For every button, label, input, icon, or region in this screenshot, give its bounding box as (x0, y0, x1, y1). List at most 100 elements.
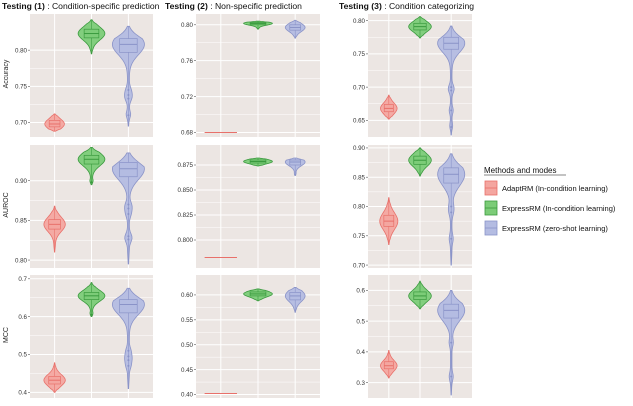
y-tick-label: 0.40 (181, 392, 194, 399)
y-tick-label: 0.4 (18, 390, 27, 397)
outlier-point (127, 97, 130, 100)
outlier-point (90, 313, 93, 316)
outlier-point (450, 86, 453, 89)
legend-entry-expressrm-zero-shot: ExpressRM (zero-shot learning) (484, 220, 608, 236)
y-tick-label: 0.4 (356, 349, 365, 356)
violin-expressrm-zero-shot (437, 153, 466, 266)
violin-expressrm-in-condition (243, 157, 273, 167)
violin-expressrm-in-condition (408, 280, 432, 310)
y-tick-label: 0.3 (356, 380, 365, 387)
outlier-point (127, 114, 130, 117)
box (443, 167, 460, 184)
column-title-2: Testing (2) : Non-specific prediction (165, 1, 302, 11)
y-tick-label: 0.70 (15, 120, 28, 127)
outlier-point (127, 235, 130, 238)
panel-r3-c1: 0.4 0.5 0.6 0.7 (18, 275, 153, 398)
panel-r1-c2: 0.68 0.72 0.76 0.80 (181, 14, 320, 137)
column-title-1: Testing (1) : Condition-specific predict… (2, 1, 160, 11)
y-tick-label: 0.72 (181, 94, 194, 101)
outlier-point (450, 375, 453, 378)
y-tick-label: 0.6 (18, 314, 27, 321)
y-tick-label: 0.7 (18, 276, 27, 283)
panel-r1-c3: 0.65 0.70 0.75 0.80 (353, 14, 472, 137)
violin-expressrm-zero-shot (111, 152, 145, 265)
outlier-point (450, 205, 453, 208)
outlier-point (90, 181, 93, 184)
y-tick-label: 0.85 (353, 174, 366, 181)
legend-label-adaptrm: AdaptRM (In-condition learning) (502, 184, 608, 193)
y-tick-label: 0.5 (356, 318, 365, 325)
y-tick-label: 0.60 (181, 292, 194, 299)
y-tick-label: 0.70 (353, 262, 366, 269)
y-tick-label: 0.875 (178, 162, 194, 169)
violin-expressrm-zero-shot (111, 287, 145, 389)
panels-group: 0.70 0.75 0.80 0.68 0.72 0.76 0.80 0.65 0.70 0.75… (15, 14, 472, 399)
y-tick-label: 0.80 (353, 204, 366, 211)
y-tick-label: 0.80 (181, 22, 194, 29)
outlier-point (294, 174, 297, 176)
violin-adaptrm (43, 205, 66, 253)
violin-adaptrm (43, 362, 66, 393)
y-tick-label: 0.75 (353, 51, 366, 58)
y-tick-label: 0.850 (178, 187, 194, 194)
violin-expressrm-zero-shot (437, 289, 466, 396)
violin-expressrm-zero-shot (111, 25, 145, 127)
outlier-point (127, 364, 130, 367)
legend-label-expressrm-zero-shot: ExpressRM (zero-shot learning) (502, 224, 608, 233)
y-tick-label: 0.80 (15, 47, 28, 54)
outlier-point (450, 237, 453, 240)
violin-expressrm-zero-shot (437, 25, 466, 136)
violin-adaptrm (380, 94, 398, 120)
y-tick-label: 0.68 (181, 130, 194, 137)
y-tick-label: 0.65 (353, 118, 366, 125)
outlier-point (127, 88, 130, 91)
violin-expressrm-in-condition (243, 288, 273, 302)
violin-adaptrm (380, 349, 398, 379)
row-label-accuracy: Accuracy (3, 59, 10, 88)
legend-title: Methods and modes (484, 166, 557, 175)
y-tick-label: 0.75 (353, 233, 366, 240)
outlier-point (450, 109, 453, 112)
legend: Methods and modes AdaptRM (In-condition … (484, 166, 616, 236)
legend-label-expressrm-in-condition: ExpressRM (In-condition learning) (502, 204, 616, 213)
row-label-auroc: AUROC (3, 192, 10, 217)
violin-expressrm-in-condition (243, 20, 273, 30)
y-tick-label: 0.55 (181, 317, 194, 324)
panel-r1-c1: 0.70 0.75 0.80 (15, 14, 153, 137)
row-label-mcc: MCC (3, 327, 10, 343)
y-tick-label: 0.5 (18, 352, 27, 359)
y-tick-label: 0.50 (181, 342, 194, 349)
box (443, 303, 460, 319)
violin-adaptrm (379, 197, 399, 245)
legend-entry-expressrm-in-condition: ExpressRM (In-condition learning) (484, 200, 616, 216)
y-tick-label: 0.90 (15, 178, 28, 185)
outlier-point (450, 126, 453, 129)
violin-expressrm-in-condition (77, 282, 106, 318)
column-title-3: Testing (3) : Condition categorizing (339, 1, 474, 11)
box (119, 299, 138, 314)
y-tick-label: 0.90 (353, 145, 366, 152)
y-tick-label: 0.6 (356, 288, 365, 295)
outlier-point (127, 359, 130, 362)
outlier-point (450, 89, 453, 92)
outlier-point (127, 355, 130, 358)
y-tick-label: 0.800 (178, 237, 194, 244)
outlier-point (127, 238, 130, 241)
violin-expressrm-in-condition (408, 147, 432, 177)
panel-r2-c3: 0.70 0.75 0.80 0.85 0.90 (353, 145, 472, 269)
outlier-point (127, 213, 130, 216)
box (119, 162, 138, 178)
y-tick-label: 0.75 (15, 84, 28, 91)
outlier-point (127, 349, 130, 352)
y-tick-label: 0.45 (181, 367, 194, 374)
outlier-point (127, 94, 130, 97)
panel-r2-c1: 0.80 0.85 0.90 (15, 145, 153, 268)
panel-r3-c3: 0.3 0.4 0.5 0.6 (356, 275, 472, 398)
outlier-point (127, 203, 130, 206)
violin-expressrm-in-condition (408, 16, 432, 39)
violin-expressrm-in-condition (77, 146, 106, 186)
panel-r2-c2: 0.800 0.825 0.850 0.875 (178, 145, 320, 268)
outlier-point (127, 207, 130, 210)
violin-adaptrm (44, 113, 65, 132)
